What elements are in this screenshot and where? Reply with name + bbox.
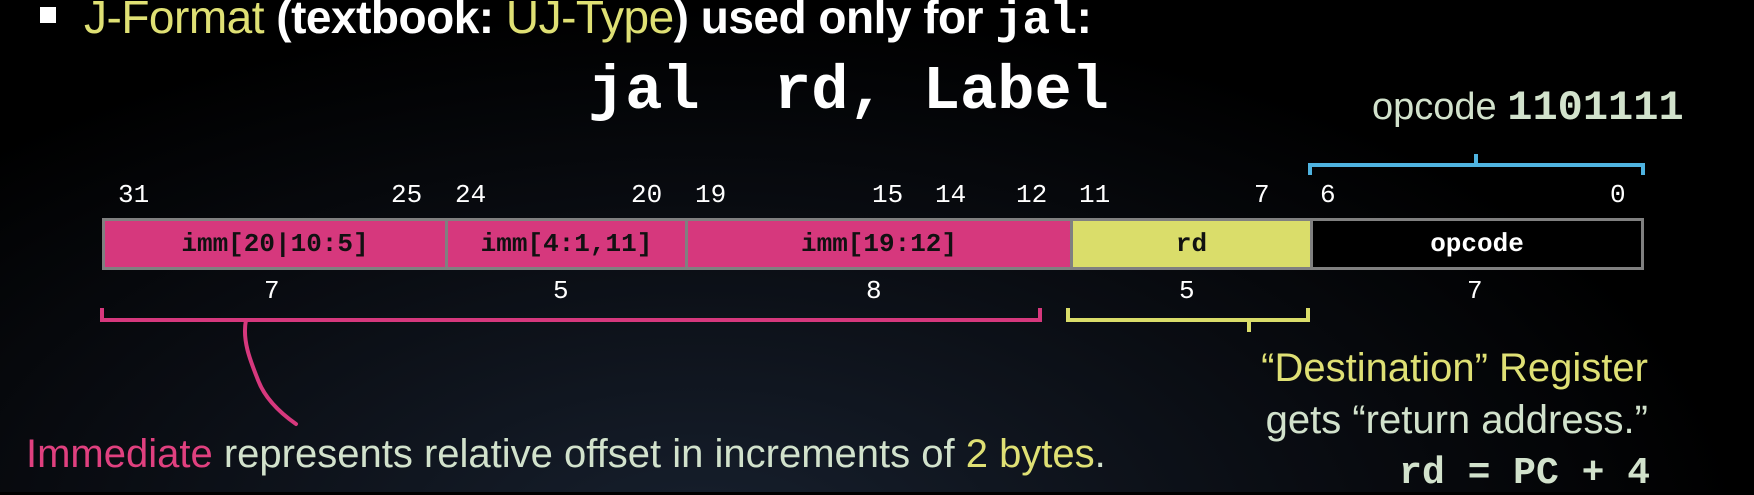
bullet-marker — [40, 6, 56, 23]
field-width: 7 — [1467, 276, 1483, 306]
bit-number: 12 — [1016, 180, 1048, 210]
instruction-format-fields: imm[20|10:5] imm[4:1,11] imm[19:12] rd o… — [102, 218, 1644, 270]
bit-number: 25 — [391, 180, 423, 210]
rd-equation: rd = PC + 4 — [1399, 452, 1650, 495]
field-rd: rd — [1070, 221, 1310, 267]
bit-number: 11 — [1079, 180, 1111, 210]
bit-number: 31 — [118, 180, 150, 210]
bit-number: 7 — [1254, 180, 1270, 210]
immediate-description: Immediate represents relative offset in … — [26, 432, 1106, 477]
two-bytes-text: 2 bytes — [965, 432, 1095, 476]
rd-brace — [1066, 308, 1310, 332]
jal-code: jal — [995, 0, 1077, 47]
immediate-middle-text: represents relative offset in increments… — [212, 432, 966, 476]
destination-register-title: “Destination” Register — [1261, 346, 1648, 390]
bit-number: 0 — [1610, 180, 1626, 210]
opcode-brace — [1308, 154, 1645, 175]
opcode-label: opcode 1101111 — [1372, 84, 1684, 132]
field-imm-19-12: imm[19:12] — [685, 221, 1070, 267]
immediate-brace — [100, 308, 1042, 322]
field-opcode: opcode — [1310, 221, 1641, 267]
opcode-word: opcode — [1372, 86, 1497, 128]
field-width: 5 — [1179, 276, 1195, 306]
opcode-bits: 1101111 — [1507, 84, 1684, 132]
colon: : — [1076, 0, 1092, 43]
uj-type-label: UJ-Type — [505, 0, 674, 43]
instruction-syntax: jal rd, Label — [588, 56, 1109, 127]
return-address-text: gets “return address.” — [1265, 398, 1648, 442]
field-imm-20-10-5: imm[20|10:5] — [105, 221, 445, 267]
bit-number: 20 — [631, 180, 663, 210]
j-format-label: J-Format — [84, 0, 265, 43]
textbook-prefix: (textbook: — [264, 0, 506, 43]
used-only-for: ) used only for — [673, 0, 996, 43]
immediate-word: Immediate — [26, 432, 213, 476]
bit-number: 6 — [1320, 180, 1336, 210]
field-width: 5 — [553, 276, 569, 306]
bit-number: 14 — [935, 180, 967, 210]
bit-number: 19 — [695, 180, 727, 210]
bit-number: 24 — [455, 180, 487, 210]
immediate-pointer-stroke — [243, 318, 298, 426]
bullet-line: J-Format (textbook: UJ-Type) used only f… — [40, 0, 1092, 47]
immediate-period: . — [1094, 432, 1106, 476]
field-width: 7 — [264, 276, 280, 306]
field-width: 8 — [866, 276, 882, 306]
field-imm-4-1-11: imm[4:1,11] — [445, 221, 685, 267]
bit-number: 15 — [872, 180, 904, 210]
